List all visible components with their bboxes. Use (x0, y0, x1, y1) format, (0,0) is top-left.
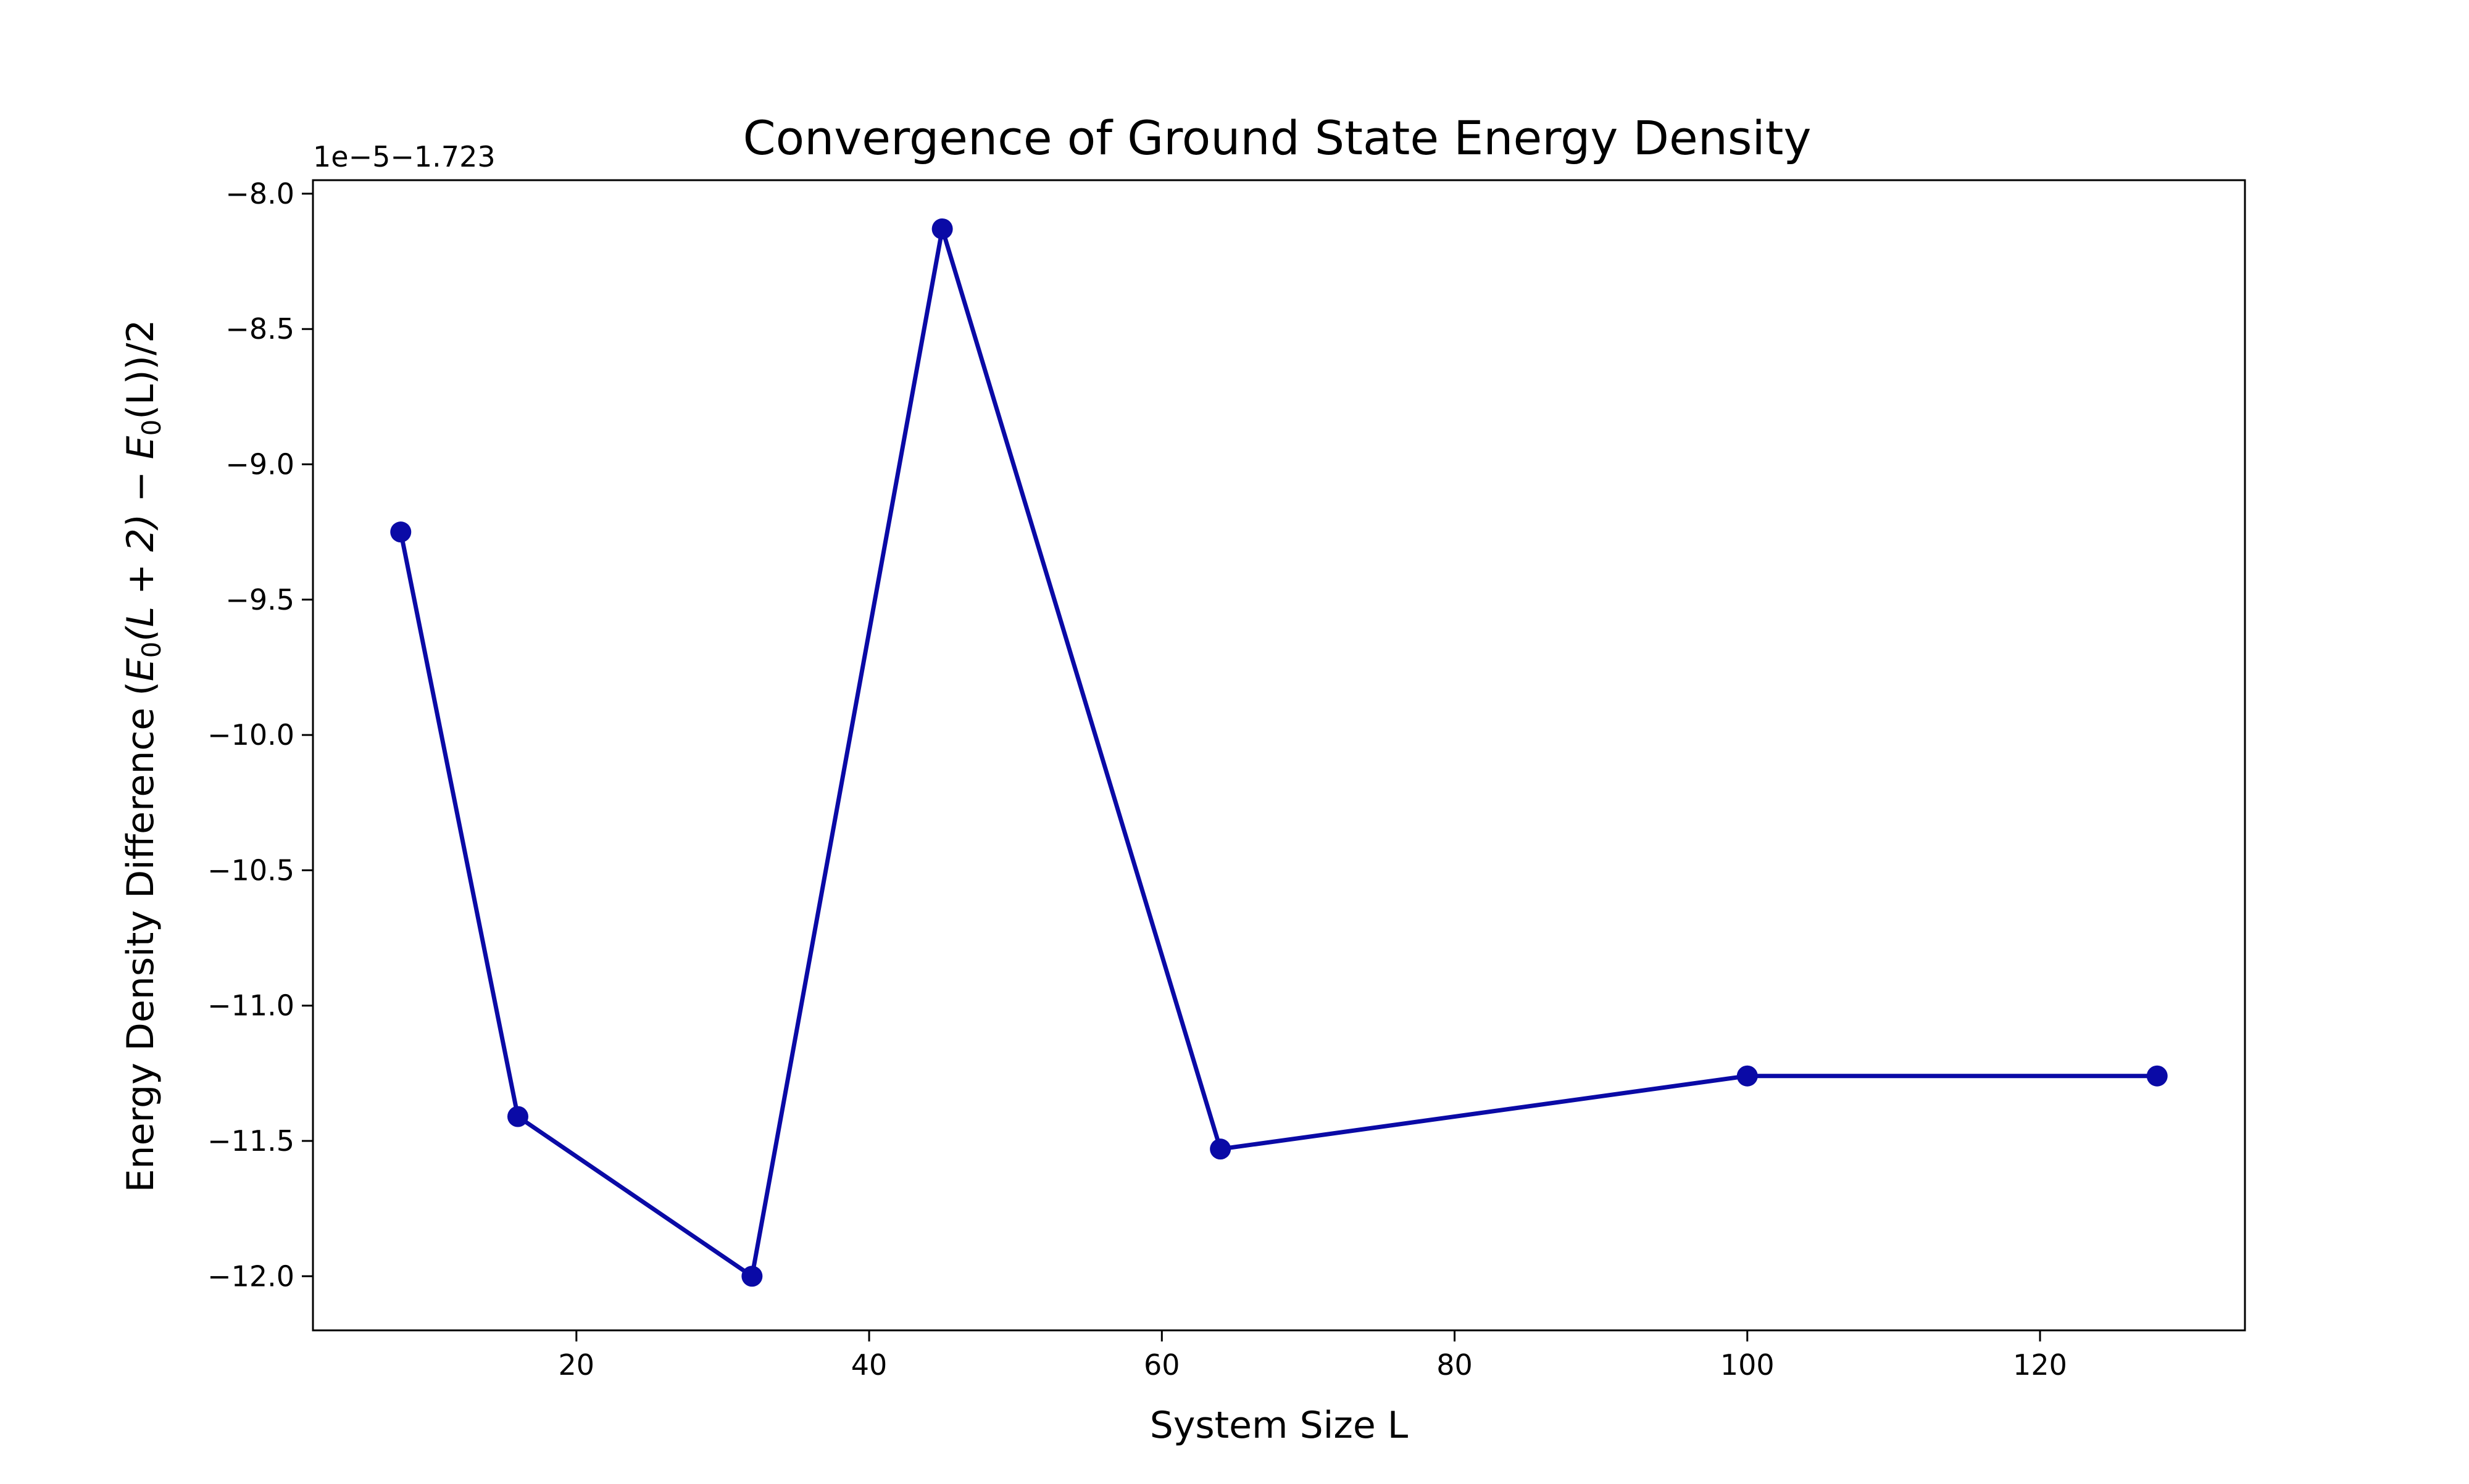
data-point (2146, 1065, 2168, 1087)
x-axis-title: System Size L (1150, 1404, 1409, 1447)
x-tick-label: 80 (1436, 1348, 1473, 1382)
x-tick-label: 60 (1144, 1348, 1180, 1382)
y-tick-label: −12.0 (207, 1259, 294, 1293)
y-axis-title-e1-sub: 0 (136, 642, 167, 658)
x-tick-label: 120 (2013, 1348, 2067, 1382)
y-axis-title-mid: (L + 2) − (119, 459, 162, 641)
y-axis-title-e1: E (119, 658, 162, 681)
series-layer (390, 218, 2168, 1287)
y-tick-label: −9.0 (225, 448, 294, 481)
data-point (931, 218, 953, 239)
y-tick-label: −10.5 (207, 853, 294, 887)
x-tick-label: 100 (1720, 1348, 1775, 1382)
x-tick-label: 20 (559, 1348, 595, 1382)
y-tick-label: −8.0 (225, 177, 294, 210)
data-point (1736, 1065, 1758, 1087)
y-axis-title-e2-sub: 0 (136, 420, 167, 436)
data-point (1210, 1138, 1231, 1160)
chart-title: Convergence of Ground State Energy Densi… (743, 110, 1812, 165)
plot-frame (312, 179, 2246, 1332)
data-point (741, 1266, 763, 1287)
x-axis-ticks: 20 40 60 80 100 120 (559, 1330, 2067, 1382)
y-axis-title: Energy Density Difference (E0(L + 2) − E… (119, 320, 167, 1193)
y-tick-label: −9.5 (225, 583, 294, 616)
y-axis-ticks: −8.0 −8.5 −9.0 −9.5 −10.0 −10.5 −11.0 −11.5 −12.… (207, 177, 313, 1293)
y-tick-label: −11.5 (207, 1124, 294, 1158)
y-axis-title-suffix: (L))/2 (119, 320, 162, 420)
data-point (390, 521, 412, 543)
y-tick-label: −8.5 (225, 312, 294, 346)
data-point (507, 1106, 528, 1127)
y-tick-label: −11.0 (207, 989, 294, 1022)
y-axis-title-e2: E (119, 436, 162, 459)
y-axis-offset-label: 1e−5−1.723 (313, 140, 496, 173)
y-tick-label: −10.0 (207, 718, 294, 752)
x-tick-label: 40 (851, 1348, 888, 1382)
y-axis-title-prefix: Energy Density Difference ( (119, 681, 162, 1192)
